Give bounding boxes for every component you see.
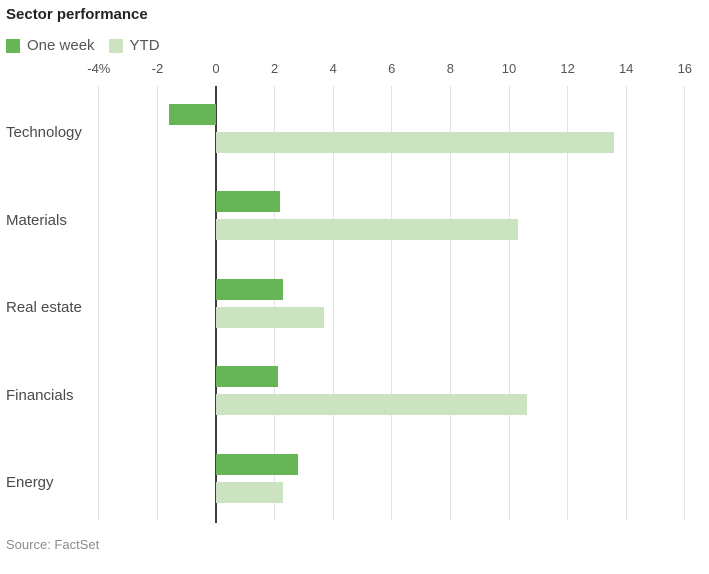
gridline: [332, 86, 334, 520]
bar-one-week: [216, 191, 281, 212]
category-label: Materials: [6, 211, 67, 229]
x-tick-label: -2: [151, 61, 164, 76]
legend-item-ytd: YTD: [108, 37, 160, 54]
bar-ytd: [216, 306, 325, 328]
x-tick-label: 16: [677, 61, 693, 76]
gridline: [449, 86, 451, 520]
category-label: Technology: [6, 124, 82, 141]
source-note: Source: FactSet: [6, 537, 100, 552]
x-tick-label: 10: [501, 61, 517, 76]
x-tick-label: 6: [388, 61, 396, 76]
legend-label-one-week: One week: [27, 37, 95, 54]
gridline: [274, 86, 276, 520]
bar-one-week: [216, 278, 284, 300]
x-tick-label: 2: [270, 61, 279, 76]
category-label: Energy: [6, 474, 54, 491]
x-tick-label: 8: [446, 61, 455, 76]
bar-ytd: [216, 394, 527, 415]
bar-ytd: [216, 219, 518, 240]
x-tick-label: -4%: [87, 61, 111, 76]
gridline: [98, 86, 100, 520]
chart-legend: One week YTD: [6, 37, 160, 54]
gridline: [508, 86, 510, 520]
one-week-swatch-icon: [6, 38, 20, 53]
legend-label-ytd: YTD: [129, 37, 160, 54]
x-tick-label: 14: [618, 61, 634, 76]
gridline: [684, 86, 686, 520]
gridline: [567, 86, 569, 520]
zero-axis-line: [215, 86, 217, 523]
x-tick-label: 0: [212, 61, 220, 76]
legend-item-one-week: One week: [6, 37, 95, 54]
category-label: Financials: [6, 386, 74, 404]
gridline: [156, 86, 158, 520]
x-tick-label: 12: [560, 61, 575, 76]
bar-one-week: [216, 453, 299, 475]
ytd-swatch-icon: [108, 38, 123, 53]
gridline: [625, 86, 627, 520]
bar-ytd: [216, 131, 615, 153]
chart-title: Sector performance: [6, 6, 148, 23]
x-tick-label: 4: [329, 61, 337, 76]
bar-one-week: [216, 366, 278, 387]
bar-ytd: [216, 481, 284, 503]
gridline: [391, 86, 393, 520]
bar-one-week: [169, 103, 216, 125]
category-label: Real estate: [6, 299, 82, 316]
